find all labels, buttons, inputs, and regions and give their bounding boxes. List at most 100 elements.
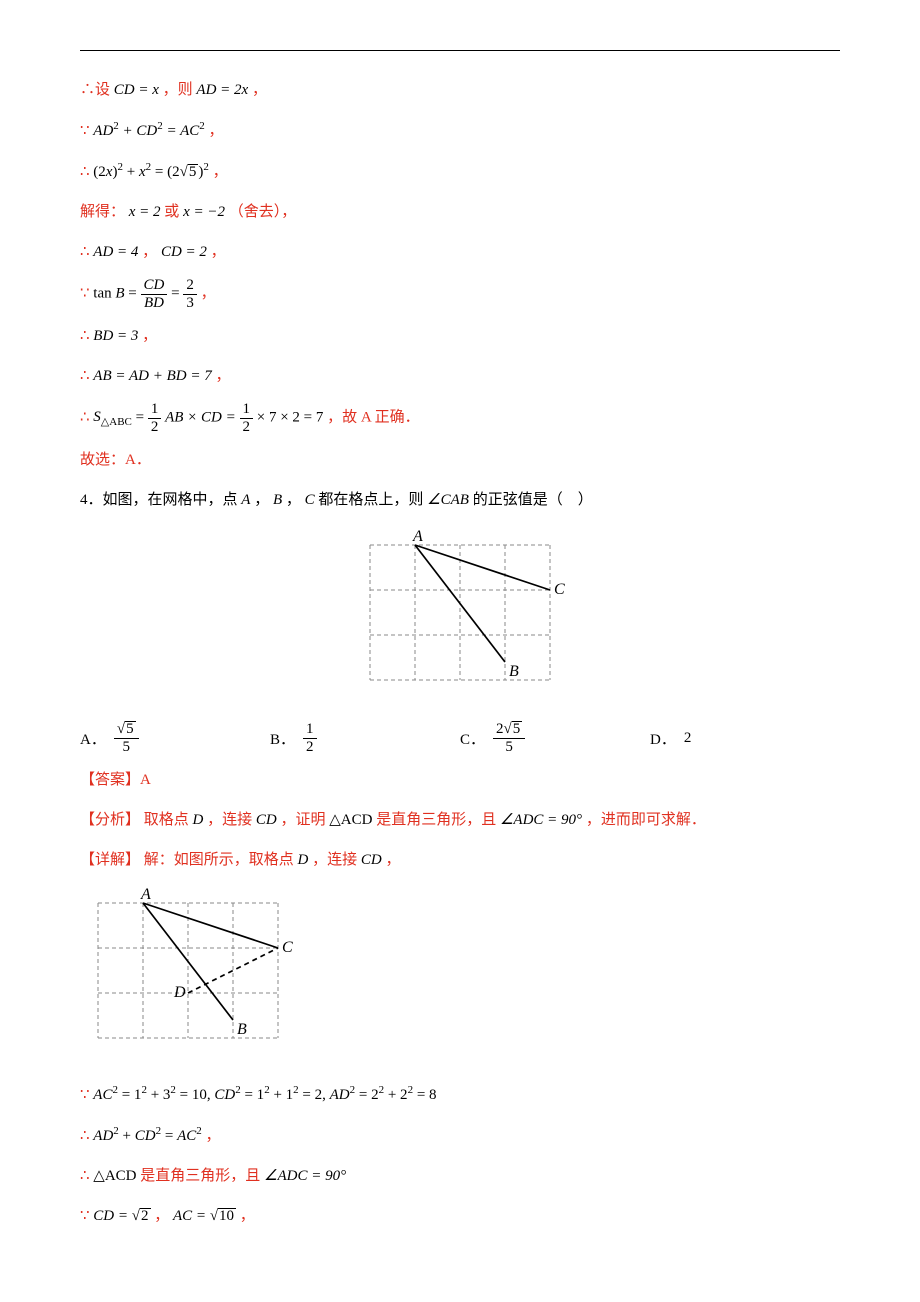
svg-text:A: A — [140, 886, 151, 903]
sol2-analysis: 【分析】 取格点 D ，连接 CD ，证明 △ACD 是直角三角形，且 ∠ADC… — [80, 805, 840, 835]
rad: 5 — [512, 721, 523, 737]
label: B． — [270, 728, 295, 749]
sol1-line1: ∴设 CD = x ，则 AD = 2x ， — [80, 75, 840, 105]
q4-figure-2: D A B C — [80, 885, 840, 1061]
math: AD2 + CD2 = AC2 — [93, 1128, 201, 1144]
val: A — [140, 772, 151, 788]
num: 2 — [183, 277, 197, 295]
label: A． — [80, 728, 106, 749]
text: ∴ — [80, 328, 90, 344]
text: 取格点 — [144, 812, 189, 828]
svg-text:D: D — [173, 984, 186, 1001]
text: ∵ — [80, 1087, 90, 1103]
rad: 5 — [188, 164, 199, 180]
num: 1 — [240, 401, 254, 419]
fraction: 12 — [148, 401, 162, 435]
label: 【答案】 — [80, 772, 140, 788]
option-d: D． 2 — [650, 721, 840, 755]
sol1-line5: ∴ AD = 4 ， CD = 2 ， — [80, 237, 840, 267]
den: 2 — [303, 739, 317, 756]
math: = — [171, 285, 183, 301]
text: ， — [154, 1208, 169, 1224]
math: CD = x — [114, 82, 159, 98]
svg-text:C: C — [554, 581, 565, 598]
text: ，连接 — [312, 852, 357, 868]
eq: = — [136, 409, 148, 425]
text: ，故 A 正确． — [327, 409, 420, 425]
label: D． — [650, 728, 676, 749]
label: 【详解】 — [80, 852, 140, 868]
sol2-c2: ∴ AD2 + CD2 = AC2 ， — [80, 1120, 840, 1151]
text: ，连接 — [207, 812, 252, 828]
q4-figure-1: ABC — [80, 527, 840, 703]
math: S△ABC — [93, 409, 132, 425]
math: x = 2 — [129, 204, 161, 220]
math: A — [241, 492, 250, 508]
math: D — [298, 852, 309, 868]
den: 3 — [183, 295, 197, 312]
text: 解：如图所示，取格点 — [144, 852, 294, 868]
num: 1 — [303, 721, 317, 739]
text: ， — [209, 123, 224, 139]
label: 【分析】 — [80, 812, 140, 828]
math: B — [273, 492, 282, 508]
math: × 7 × 2 = 7 — [257, 409, 324, 425]
text: ， — [286, 492, 301, 508]
text: ∴ — [80, 1128, 90, 1144]
text: 或 — [164, 204, 179, 220]
math: CD = — [93, 1208, 131, 1224]
val: 2 — [684, 730, 692, 747]
math: △ACD — [93, 1168, 136, 1184]
text: ∴ — [80, 1168, 90, 1184]
svg-text:B: B — [509, 663, 519, 680]
math: tan B = — [93, 285, 140, 301]
fraction: 23 — [183, 277, 197, 311]
rad: 5 — [125, 721, 136, 737]
sol2-c4: ∵ CD = 2 ， AC = 10 ， — [80, 1201, 840, 1231]
sol2-answer: 【答案】A — [80, 765, 840, 795]
math: C — [305, 492, 315, 508]
den: 5 — [493, 739, 525, 756]
grid-diagram-1: ABC — [352, 527, 568, 698]
text: 解得： — [80, 204, 125, 220]
math: ∠ADC = 90° — [500, 812, 582, 828]
math: CD = 2 — [161, 244, 207, 260]
text: ∵ — [80, 1208, 90, 1224]
text: ，证明 — [280, 812, 325, 828]
math: (2x)2 + x2 = (25)2 — [93, 164, 209, 180]
num: CD — [141, 277, 168, 295]
sol1-line3: ∴ (2x)2 + x2 = (25)2 ， — [80, 156, 840, 187]
math: CD — [361, 852, 382, 868]
math: AC = — [173, 1208, 210, 1224]
rad: 2 — [140, 1208, 151, 1224]
text: ∴ — [80, 368, 90, 384]
den: BD — [141, 295, 168, 312]
den: 2 — [148, 419, 162, 436]
text: 是直角三角形，且 — [140, 1168, 260, 1184]
option-b: B． 12 — [270, 721, 460, 755]
text: 的正弦值是（ ） — [473, 492, 593, 508]
text: ， — [240, 1208, 255, 1224]
den: 5 — [114, 739, 139, 756]
text: ∴ — [80, 164, 90, 180]
svg-text:B: B — [237, 1021, 247, 1038]
text: ∵ — [80, 123, 90, 139]
text: 是直角三角形，且 — [376, 812, 496, 828]
pre: 2 — [496, 721, 504, 737]
math: ∠ADC = 90° — [264, 1168, 346, 1184]
text: ， — [252, 82, 267, 98]
option-c: C． 255 — [460, 721, 650, 755]
text: ， — [254, 492, 269, 508]
math: AC2 = 12 + 32 = 10, CD2 = 12 + 12 = 2, A… — [93, 1087, 436, 1103]
text: ， — [142, 244, 157, 260]
sol1-line4: 解得： x = 2 或 x = −2 （舍去）， — [80, 197, 840, 227]
math: AB × CD = — [165, 409, 239, 425]
sol1-line8: ∴ AB = AD + BD = 7 ， — [80, 361, 840, 391]
top-rule — [80, 50, 840, 51]
math: x = −2 — [183, 204, 225, 220]
svg-text:C: C — [282, 939, 293, 956]
q4-stem: 4．如图，在网格中，点 A ， B ， C 都在格点上，则 ∠CAB 的正弦值是… — [80, 485, 840, 515]
sol2-c1: ∵ AC2 = 12 + 32 = 10, CD2 = 12 + 12 = 2,… — [80, 1079, 840, 1110]
text: ，则 — [163, 82, 193, 98]
text: ∴ — [80, 409, 90, 425]
